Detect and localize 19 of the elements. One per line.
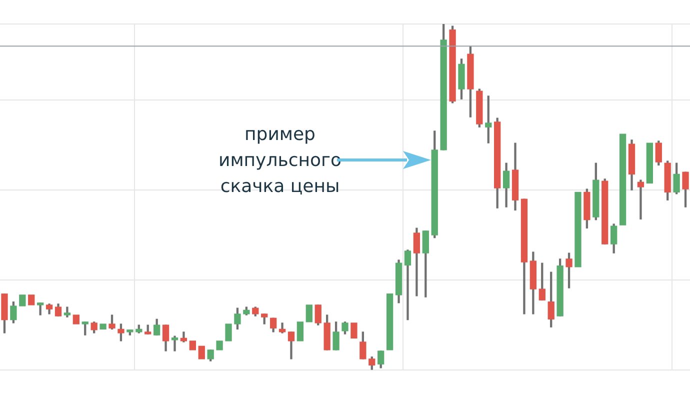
candlestick <box>574 192 582 268</box>
candlestick <box>646 142 654 184</box>
candlestick <box>404 250 412 320</box>
candlestick <box>189 340 196 350</box>
candlestick <box>100 324 106 330</box>
candlestick <box>306 304 312 322</box>
candlestick <box>198 346 205 360</box>
annotation: пример импульсного скачка цены <box>218 123 342 199</box>
candlestick <box>296 322 304 342</box>
candlestick <box>72 314 80 324</box>
candlestick <box>619 134 626 226</box>
candlestick <box>216 340 223 350</box>
candlestick <box>28 294 35 306</box>
candlestick <box>350 322 358 338</box>
candlestick <box>386 294 394 350</box>
candlestick <box>36 302 44 316</box>
candlestick <box>637 180 644 220</box>
candlestick <box>19 294 26 306</box>
candlestick <box>225 324 232 342</box>
